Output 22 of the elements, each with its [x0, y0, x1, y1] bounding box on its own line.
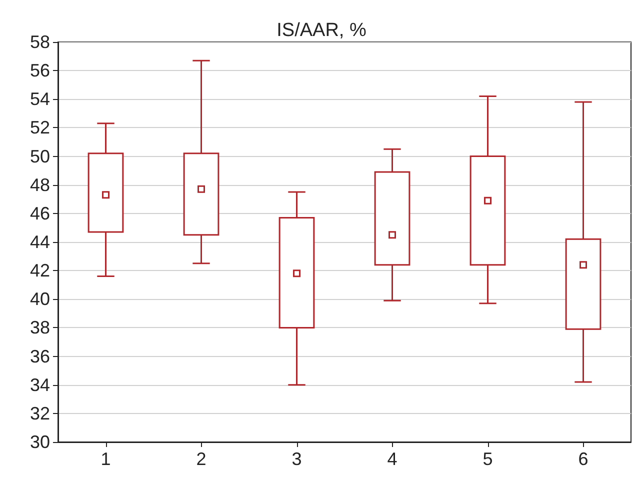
- y-tick-label: 40: [30, 289, 50, 310]
- y-tick-label: 34: [30, 374, 50, 395]
- y-tick-label: 36: [30, 346, 50, 366]
- y-tick-label: 32: [30, 403, 50, 424]
- y-tick-label: 58: [30, 32, 50, 52]
- y-tick-label: 48: [30, 174, 50, 195]
- y-tick-label: 38: [30, 318, 50, 338]
- y-tick-label: 54: [30, 89, 50, 110]
- y-tick-label: 50: [30, 146, 50, 166]
- x-tick-label: 5: [482, 449, 493, 469]
- chart-title: IS/AAR, %: [276, 20, 366, 41]
- x-tick-label: 1: [100, 449, 111, 469]
- y-tick-label: 30: [30, 432, 50, 452]
- y-tick-label: 56: [30, 60, 50, 81]
- x-tick-label: 4: [387, 449, 398, 469]
- x-tick-label: 3: [292, 449, 302, 469]
- y-tick-label: 46: [30, 203, 50, 224]
- x-tick-label: 2: [196, 449, 206, 469]
- y-tick-label: 52: [30, 118, 50, 138]
- x-tick-label: 6: [578, 449, 588, 469]
- y-tick-label: 44: [30, 232, 50, 252]
- y-tick-label: 42: [30, 260, 50, 281]
